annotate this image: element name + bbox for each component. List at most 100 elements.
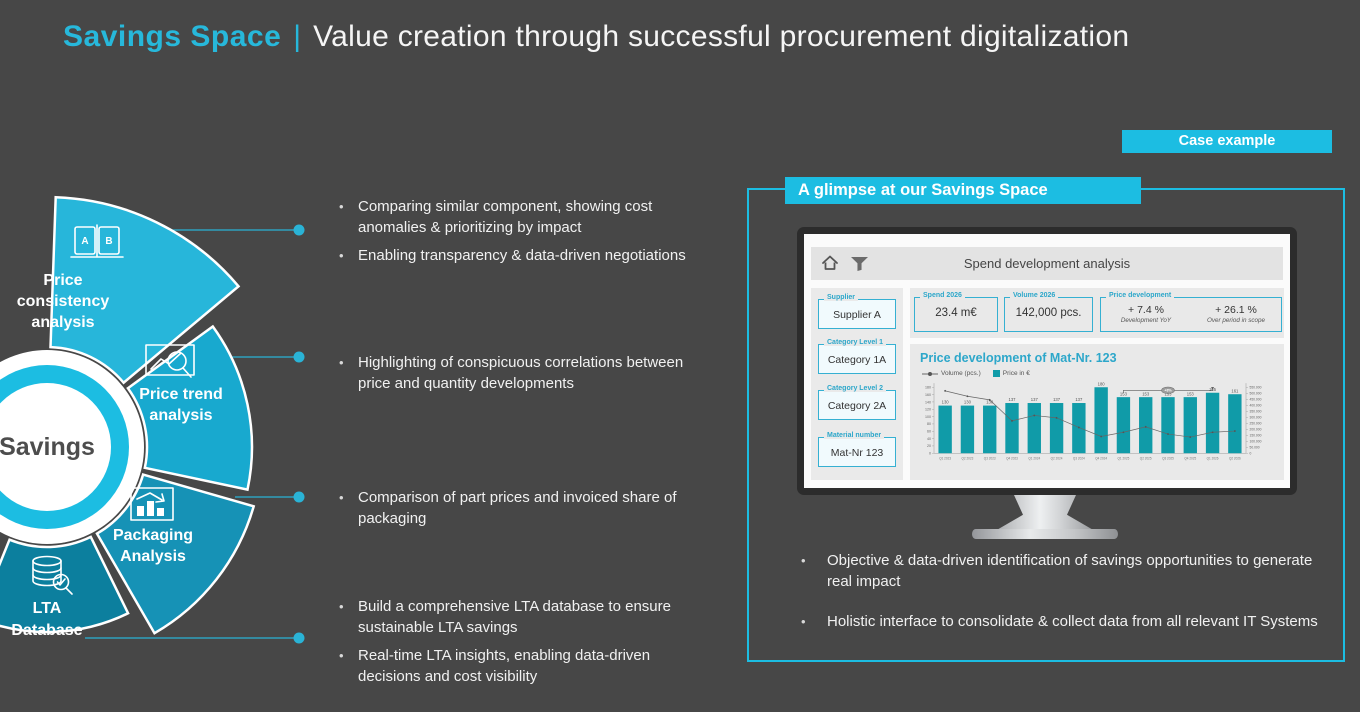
svg-text:Q2 2023: Q2 2023 — [962, 456, 974, 460]
svg-text:Q2 2025: Q2 2025 — [1140, 456, 1152, 460]
kpi-volume: Volume 2026 142,000 pcs. — [1004, 292, 1093, 332]
svg-text:80: 80 — [927, 422, 931, 426]
home-icon[interactable] — [821, 254, 839, 272]
glimpse-panel-bullets: Objective & data-driven identification o… — [787, 550, 1322, 651]
connector-dots — [293, 224, 305, 644]
svg-text:Q1 2026: Q1 2026 — [1207, 456, 1219, 460]
svg-text:Q1 2025: Q1 2025 — [1118, 456, 1130, 460]
svg-text:137: 137 — [1053, 397, 1061, 402]
svg-text:A: A — [81, 236, 88, 247]
svg-text:Q3 2024: Q3 2024 — [1073, 456, 1085, 460]
svg-text:60: 60 — [927, 430, 931, 434]
title-separator: | — [293, 20, 302, 53]
svg-text:0: 0 — [1250, 451, 1252, 455]
bullet-group-packaging: Comparison of part prices and invoiced s… — [337, 487, 693, 536]
svg-text:LTA: LTA — [33, 600, 62, 617]
dashboard-topbar: Spend development analysis — [811, 247, 1283, 280]
svg-text:300.000: 300.000 — [1250, 415, 1262, 419]
svg-text:153: 153 — [1142, 391, 1150, 396]
svg-text:500.000: 500.000 — [1250, 391, 1262, 395]
svg-text:137: 137 — [1031, 397, 1039, 402]
filter-category-level-1[interactable]: Category Level 1 Category 1A — [818, 339, 896, 374]
database-check-icon — [32, 555, 73, 595]
legend-price: Price in € — [992, 370, 1030, 377]
bar-marker-icon — [992, 370, 1000, 377]
svg-text:137: 137 — [1075, 397, 1083, 402]
svg-text:160: 160 — [925, 393, 931, 397]
price-development-chart: 0 20 40 60 80 100 120 140 160 180 0 50.000 100.000 15… — [925, 381, 1262, 460]
filter-category-level-2[interactable]: Category Level 2 Category 2A — [818, 385, 896, 420]
svg-text:350.000: 350.000 — [1250, 409, 1262, 413]
svg-text:165: 165 — [1209, 387, 1217, 392]
kpi-strip: Spend 2026 23.4 m€ Volume 2026 142,000 p… — [910, 288, 1284, 338]
legend-volume: Volume (pcs.) — [922, 370, 981, 377]
svg-text:Analysis: Analysis — [120, 548, 186, 565]
bullet-group-price-trend: Highlighting of conspicuous correlations… — [337, 352, 693, 401]
filter-supplier[interactable]: Supplier Supplier A — [818, 294, 896, 329]
svg-text:161: 161 — [1231, 388, 1239, 393]
bullet-item: Holistic interface to consolidate & coll… — [787, 611, 1322, 632]
svg-text:Price trend: Price trend — [139, 386, 223, 403]
kpi-over-period: + 26.1 % Over period in scope — [1206, 304, 1266, 324]
connector-lines — [85, 229, 299, 639]
svg-text:550.000: 550.000 — [1250, 385, 1262, 389]
title-text: Value creation through successful procur… — [313, 20, 1130, 53]
center-label: Savings — [0, 433, 95, 461]
bullet-item: Highlighting of conspicuous correlations… — [337, 352, 693, 394]
magnifier-trend-icon — [145, 344, 195, 378]
svg-text:Q1 2024: Q1 2024 — [1028, 456, 1040, 460]
svg-text:100: 100 — [925, 415, 931, 419]
svg-text:200.000: 200.000 — [1250, 427, 1262, 431]
svg-text:analysis: analysis — [149, 407, 212, 424]
bullet-item: Objective & data-driven identification o… — [787, 550, 1322, 592]
line-marker-icon — [922, 371, 938, 376]
svg-text:150.000: 150.000 — [1250, 433, 1262, 437]
svg-text:400.000: 400.000 — [1250, 403, 1262, 407]
dashboard-main: Spend 2026 23.4 m€ Volume 2026 142,000 p… — [910, 288, 1284, 480]
svg-text:Q2 2024: Q2 2024 — [1051, 456, 1063, 460]
svg-text:250.000: 250.000 — [1250, 421, 1262, 425]
svg-text:+8%: +8% — [1164, 389, 1172, 393]
svg-text:Database: Database — [11, 622, 82, 639]
bullet-item: Comparing similar component, showing cos… — [337, 196, 693, 238]
bullet-item: Build a comprehensive LTA database to en… — [337, 596, 693, 638]
monitor: Spend development analysis Supplier Supp… — [797, 227, 1297, 495]
svg-text:153: 153 — [1120, 391, 1128, 396]
svg-text:130: 130 — [986, 400, 994, 405]
bar-chart-icon — [130, 487, 174, 521]
bullet-item: Comparison of part prices and invoiced s… — [337, 487, 693, 529]
svg-text:180: 180 — [1098, 381, 1106, 386]
monitor-base — [972, 529, 1118, 539]
kpi-spend: Spend 2026 23.4 m€ — [914, 292, 998, 332]
bullet-group-lta: Build a comprehensive LTA database to en… — [337, 596, 693, 694]
svg-text:153: 153 — [1187, 391, 1195, 396]
chart-panel: Price development of Mat-Nr. 123 Volume … — [910, 344, 1284, 480]
chart-legend: Volume (pcs.) Price in € — [922, 370, 1030, 377]
svg-text:consistency: consistency — [17, 293, 110, 310]
segment-lta-database[interactable] — [0, 535, 130, 634]
filter-material-number[interactable]: Material number Mat-Nr 123 — [818, 432, 896, 467]
slide-title: Savings Space | Value creation through s… — [63, 20, 1129, 54]
svg-text:Q2 2026: Q2 2026 — [1229, 456, 1241, 460]
svg-text:130: 130 — [964, 400, 972, 405]
svg-text:analysis: analysis — [31, 314, 94, 331]
svg-text:50.000: 50.000 — [1250, 445, 1260, 449]
glimpse-panel-header: A glimpse at our Savings Space — [785, 177, 1141, 204]
dashboard-screen: Spend development analysis Supplier Supp… — [804, 234, 1290, 488]
svg-text:Q1 2023: Q1 2023 — [939, 456, 951, 460]
svg-text:140: 140 — [925, 400, 931, 404]
svg-text:B: B — [105, 236, 112, 247]
case-example-badge: Case example — [1122, 130, 1332, 153]
center-circle — [0, 383, 111, 511]
svg-text:Q3 2025: Q3 2025 — [1162, 456, 1174, 460]
bullet-item: Real-time LTA insights, enabling data-dr… — [337, 645, 693, 687]
svg-text:130: 130 — [942, 400, 950, 405]
svg-text:120: 120 — [925, 408, 931, 412]
bullet-item: Enabling transparency & data-driven nego… — [337, 245, 693, 266]
svg-text:Packaging: Packaging — [113, 527, 193, 544]
segment-price-trend[interactable] — [126, 324, 254, 492]
svg-text:Q4 2023: Q4 2023 — [1006, 456, 1018, 460]
kpi-development-yoy: + 7.4 % Development YoY — [1120, 304, 1172, 324]
